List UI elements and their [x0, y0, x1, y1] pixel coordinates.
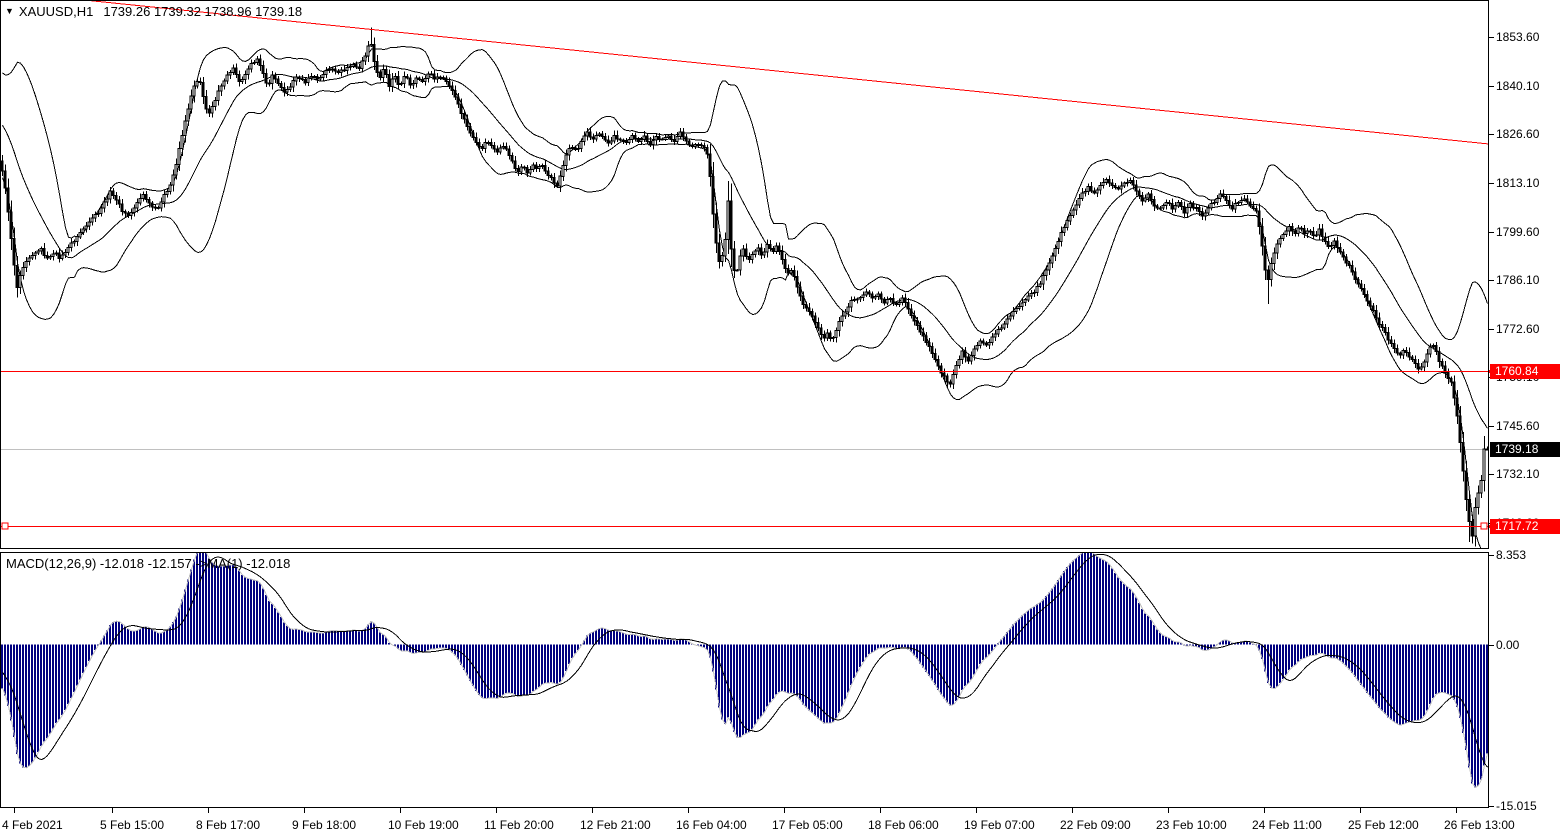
bollinger-middle-band	[2, 65, 1488, 429]
price-axis-tick	[1489, 280, 1494, 281]
time-axis-tick	[688, 808, 689, 813]
time-axis-tick	[496, 808, 497, 813]
time-tick-label: 23 Feb 10:00	[1156, 818, 1227, 832]
macd-pane-border	[0, 552, 1489, 808]
price-tick-label: 1813.10	[1496, 176, 1540, 190]
time-tick-label: 24 Feb 11:00	[1252, 818, 1322, 832]
symbol-name: XAUUSD,H1	[18, 4, 94, 19]
price-tick-label: 1745.60	[1496, 419, 1540, 433]
time-tick-label: 26 Feb 13:00	[1444, 818, 1515, 832]
macd-tick-label: 8.353	[1496, 548, 1527, 562]
macd-signal-line	[2, 553, 1488, 768]
time-axis-tick	[400, 808, 401, 813]
level-price-label-lower: 1717.72	[1490, 519, 1560, 534]
price-axis-tick	[1489, 134, 1494, 135]
macd-axis-tick	[1489, 645, 1494, 646]
time-tick-label: 16 Feb 04:00	[676, 818, 747, 832]
price-tick-label: 1772.60	[1496, 322, 1540, 336]
line-handle[interactable]	[1, 522, 9, 530]
macd-chart-canvas[interactable]	[0, 552, 1490, 808]
time-tick-label: 10 Feb 19:00	[388, 818, 459, 832]
time-axis-tick	[14, 808, 15, 813]
time-tick-label: 4 Feb 2021	[2, 818, 63, 832]
chart-title: ▼ XAUUSD,H1 1739.26 1739.32 1738.96 1739.1…	[5, 4, 302, 19]
time-axis-tick	[976, 808, 977, 813]
price-axis-tick	[1489, 183, 1494, 184]
price-tick-label: 1799.60	[1496, 225, 1540, 239]
time-tick-label: 11 Feb 20:00	[484, 818, 554, 832]
candlesticks	[0, 27, 1489, 547]
time-axis-tick	[1456, 808, 1457, 813]
price-pane-border	[0, 0, 1489, 549]
time-tick-label: 22 Feb 09:00	[1060, 818, 1131, 832]
macd-tick-label: 0.00	[1496, 638, 1520, 652]
time-axis-tick	[1360, 808, 1361, 813]
symbol-dropdown-icon[interactable]: ▼	[5, 6, 14, 16]
price-axis-tick	[1489, 232, 1494, 233]
price-tick-label: 1786.10	[1496, 273, 1540, 287]
time-tick-label: 19 Feb 07:00	[964, 818, 1035, 832]
price-tick-label: 1732.10	[1496, 467, 1540, 481]
macd-histogram	[1, 552, 1488, 788]
line-handle[interactable]	[1480, 522, 1488, 530]
price-axis-tick	[1489, 37, 1494, 38]
price-axis-tick	[1489, 426, 1494, 427]
descending-trendline[interactable]	[83, 0, 1490, 145]
time-tick-label: 25 Feb 12:00	[1348, 818, 1419, 832]
time-axis-tick	[1168, 808, 1169, 813]
time-tick-label: 17 Feb 05:00	[772, 818, 843, 832]
time-axis-tick	[1264, 808, 1265, 813]
bollinger-upper-band	[2, 46, 1488, 341]
price-tick-label: 1826.60	[1496, 127, 1540, 141]
macd-axis-tick	[1489, 555, 1494, 556]
price-chart-canvas[interactable]	[0, 0, 1490, 549]
level-axis-tick	[1489, 370, 1497, 373]
price-axis-tick	[1489, 329, 1494, 330]
time-tick-label: 8 Feb 17:00	[196, 818, 261, 832]
time-tick-label: 5 Feb 15:00	[100, 818, 165, 832]
price-axis-tick	[1489, 474, 1494, 475]
time-axis-tick	[592, 808, 593, 813]
level-price-label-upper: 1760.84	[1490, 364, 1560, 379]
time-axis-tick	[208, 808, 209, 813]
time-axis-tick	[112, 808, 113, 813]
time-tick-label: 18 Feb 06:00	[868, 818, 939, 832]
time-axis-tick	[784, 808, 785, 813]
level-axis-tick	[1489, 525, 1497, 528]
time-axis-tick	[1072, 808, 1073, 813]
time-axis-tick	[880, 808, 881, 813]
macd-indicator-label: MACD(12,26,9) -12.018 -12.157 ->MA(1) -1…	[6, 556, 291, 571]
current-price-label: 1739.18	[1490, 442, 1560, 457]
price-axis-tick	[1489, 86, 1494, 87]
time-axis-tick	[304, 808, 305, 813]
price-tick-label: 1853.60	[1496, 30, 1540, 44]
time-tick-label: 9 Feb 18:00	[292, 818, 357, 832]
macd-axis-tick	[1489, 806, 1494, 807]
price-tick-label: 1840.10	[1496, 79, 1540, 93]
macd-tick-label: -15.015	[1496, 799, 1537, 813]
time-tick-label: 12 Feb 21:00	[580, 818, 651, 832]
bollinger-lower-band	[2, 81, 1482, 549]
ohlc-values: 1739.26 1739.32 1738.96 1739.18	[103, 4, 303, 19]
